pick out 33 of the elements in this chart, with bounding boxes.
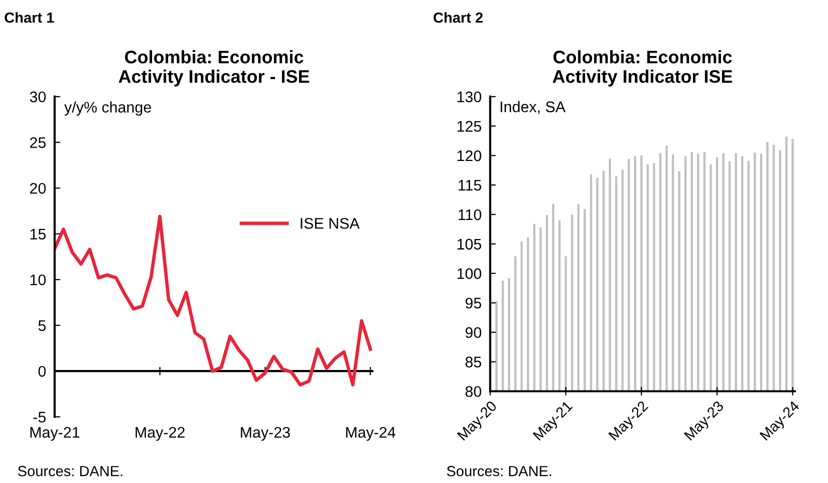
y-tick-label: 125	[458, 120, 482, 132]
y-tick-label: 85	[466, 356, 482, 368]
y-tick-label: 130	[458, 91, 482, 102]
chart-title: Colombia: Economic Activity Indicator - ISE	[118, 50, 310, 86]
y-tick-label: 100	[458, 268, 482, 280]
x-tick-label: May-21	[30, 426, 80, 441]
y-tick-label: 15	[30, 228, 46, 240]
y-tick-label: 0	[38, 366, 46, 377]
x-tick-label: May-22	[136, 426, 185, 441]
legend-label: ISE NSA	[300, 218, 360, 229]
source-note: Sources: DANE.	[446, 466, 552, 476]
y-tick-label: 90	[466, 327, 482, 338]
y-tick-label: -5	[33, 412, 46, 423]
y-tick-label: 10	[30, 274, 46, 286]
y-tick-label: 95	[466, 298, 482, 309]
y-tick-label: 5	[38, 320, 46, 332]
y-tick-label: 25	[30, 137, 46, 148]
source-note: Sources: DANE.	[18, 466, 122, 476]
y-tick-label: 105	[458, 238, 482, 250]
caption: Chart 1	[4, 12, 54, 23]
y-tick-label: 30	[30, 91, 46, 102]
y-axis-title: Index, SA	[500, 101, 566, 114]
caption: Chart 2	[434, 12, 483, 23]
x-tick-label: May-24	[346, 426, 396, 441]
y-tick-label: 115	[458, 180, 482, 191]
y-tick-label: 20	[30, 182, 46, 194]
line-series	[54, 214, 372, 386]
y-tick-label: 80	[466, 386, 482, 397]
y-tick-label: 120	[458, 150, 482, 162]
y-tick-label: 110	[458, 209, 482, 220]
y-axis-title: y/y% change	[64, 101, 152, 116]
x-tick-label: May-23	[240, 426, 290, 441]
chart-title: Colombia: Economic Activity Indicator ISE	[552, 50, 732, 86]
